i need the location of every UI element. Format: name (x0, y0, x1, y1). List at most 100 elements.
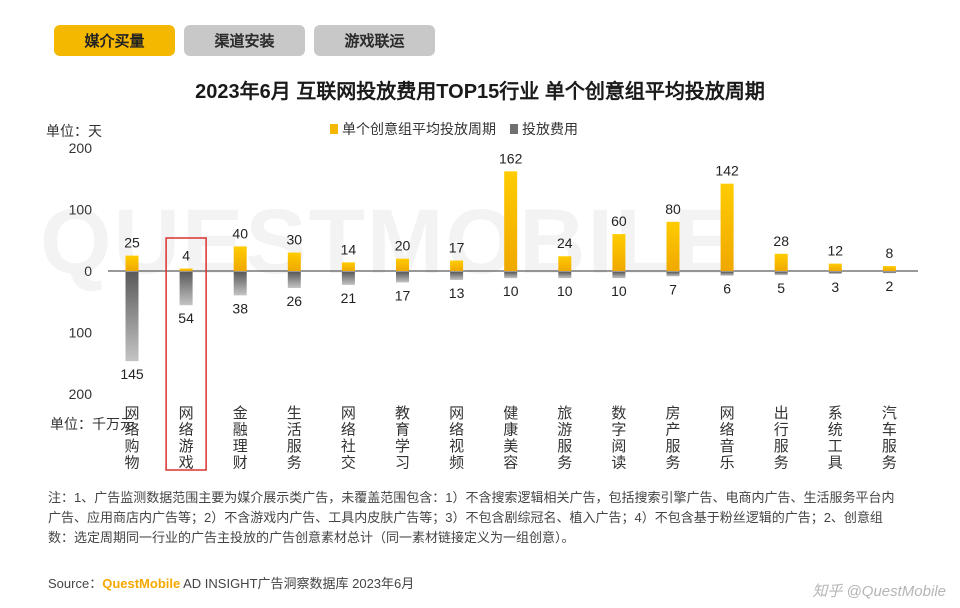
bar-period (558, 256, 572, 271)
category-label: 物 (124, 455, 139, 472)
category-label: 金 (233, 405, 248, 422)
source-line: Source：QuestMobile AD INSIGHT广告洞察数据库 202… (48, 573, 414, 592)
data-label-spend: 2 (886, 278, 894, 294)
bar-period (666, 221, 680, 271)
bar-spend (341, 272, 355, 285)
bar-spend (666, 272, 680, 277)
bar-spend (504, 272, 518, 279)
category-label: 络 (124, 422, 139, 439)
category-label: 服 (557, 438, 572, 455)
category-label: 网 (720, 405, 735, 422)
category-label: 财 (233, 455, 248, 472)
data-label-spend: 3 (831, 279, 839, 295)
data-label-period: 24 (557, 235, 573, 251)
category-label: 数 (611, 405, 626, 422)
category-label: 服 (665, 438, 680, 455)
category-label: 络 (179, 422, 194, 439)
data-label-spend: 10 (611, 283, 627, 299)
category-label: 教 (395, 405, 410, 422)
data-label-spend: 13 (449, 285, 465, 301)
bar-period (774, 253, 788, 271)
data-label-spend: 6 (723, 281, 731, 297)
legend-label-period: 单个创意组平均投放周期 (342, 121, 496, 137)
bar-period (341, 262, 355, 271)
bar-spend (612, 272, 626, 279)
source-brand: QuestMobile (102, 576, 181, 591)
bar-spend (396, 272, 409, 283)
category-label: 络 (720, 422, 735, 439)
bar-spend (450, 272, 464, 280)
tab-channel-install[interactable]: 渠道安装 (184, 25, 305, 56)
bar-period (450, 260, 464, 271)
category-label: 网 (341, 405, 356, 422)
bar-spend (720, 272, 734, 276)
category-label: 车 (882, 422, 897, 439)
category-label: 康 (503, 422, 518, 439)
data-label-spend: 145 (120, 366, 144, 382)
category-label: 务 (665, 455, 680, 472)
category-label: 出 (774, 405, 789, 422)
y-unit-label-top: 单位：天 (46, 123, 102, 139)
highlight-box (165, 237, 207, 471)
category-label: 行 (774, 422, 789, 439)
category-label: 购 (124, 438, 139, 455)
category-label: 音 (720, 438, 735, 455)
bar-period (396, 258, 409, 271)
data-label-spend: 21 (341, 290, 357, 306)
bar-spend (774, 272, 788, 276)
tab-game-joint-operation[interactable]: 游戏联运 (314, 25, 435, 56)
source-suffix: AD INSIGHT广告洞察数据库 2023年6月 (180, 576, 415, 591)
y-tick-label: 200 (69, 386, 93, 402)
category-label: 容 (503, 455, 518, 472)
data-label-period: 20 (395, 238, 411, 254)
category-label: 工 (828, 438, 843, 455)
data-label-period: 30 (287, 232, 303, 248)
category-label: 络 (449, 422, 464, 439)
data-label-period: 25 (124, 235, 140, 251)
category-label: 交 (341, 454, 356, 472)
data-label-period: 162 (499, 150, 523, 166)
category-label: 务 (774, 455, 789, 472)
bar-period (828, 263, 842, 271)
y-tick-label: 200 (69, 140, 93, 156)
tab-bar: 媒介买量 渠道安装 游戏联运 (54, 25, 435, 56)
y-tick-label: 100 (69, 202, 93, 218)
category-label: 络 (341, 422, 356, 439)
category-label: 房 (665, 405, 680, 422)
category-label: 乐 (720, 455, 735, 472)
category-label: 戏 (179, 455, 194, 472)
data-label-spend: 10 (557, 283, 573, 299)
category-label: 健 (503, 405, 518, 422)
category-label: 视 (449, 438, 464, 455)
category-label: 服 (774, 438, 789, 455)
data-label-spend: 7 (669, 281, 677, 297)
bar-spend (287, 272, 301, 288)
bar-period (233, 246, 247, 271)
bar-period (504, 171, 518, 271)
bar-period (882, 266, 896, 271)
category-label: 字 (611, 422, 626, 439)
category-label: 学 (395, 438, 410, 455)
category-label: 网 (179, 405, 194, 422)
bar-spend (828, 272, 842, 274)
category-label: 融 (233, 422, 248, 439)
tab-media-buying[interactable]: 媒介买量 (54, 25, 175, 56)
category-label: 理 (233, 438, 248, 455)
bar-period (720, 183, 734, 271)
data-label-period: 28 (773, 233, 789, 249)
legend-item-period: 单个创意组平均投放周期 (330, 119, 496, 139)
category-label: 务 (882, 455, 897, 472)
bar-spend (233, 272, 247, 296)
data-label-period: 8 (886, 245, 894, 261)
legend-swatch-grey (510, 124, 518, 134)
bar-spend (882, 272, 896, 274)
footer-credit: 知乎 @QuestMobile (812, 583, 946, 600)
category-label: 网 (124, 405, 139, 422)
category-label: 游 (179, 438, 194, 455)
chart-title: 2023年6月 互联网投放费用TOP15行业 单个创意组平均投放周期 (195, 81, 765, 103)
category-label: 生 (287, 405, 302, 422)
bar-period (287, 252, 301, 271)
y-tick-label: 100 (69, 325, 93, 341)
category-label: 服 (287, 438, 302, 455)
